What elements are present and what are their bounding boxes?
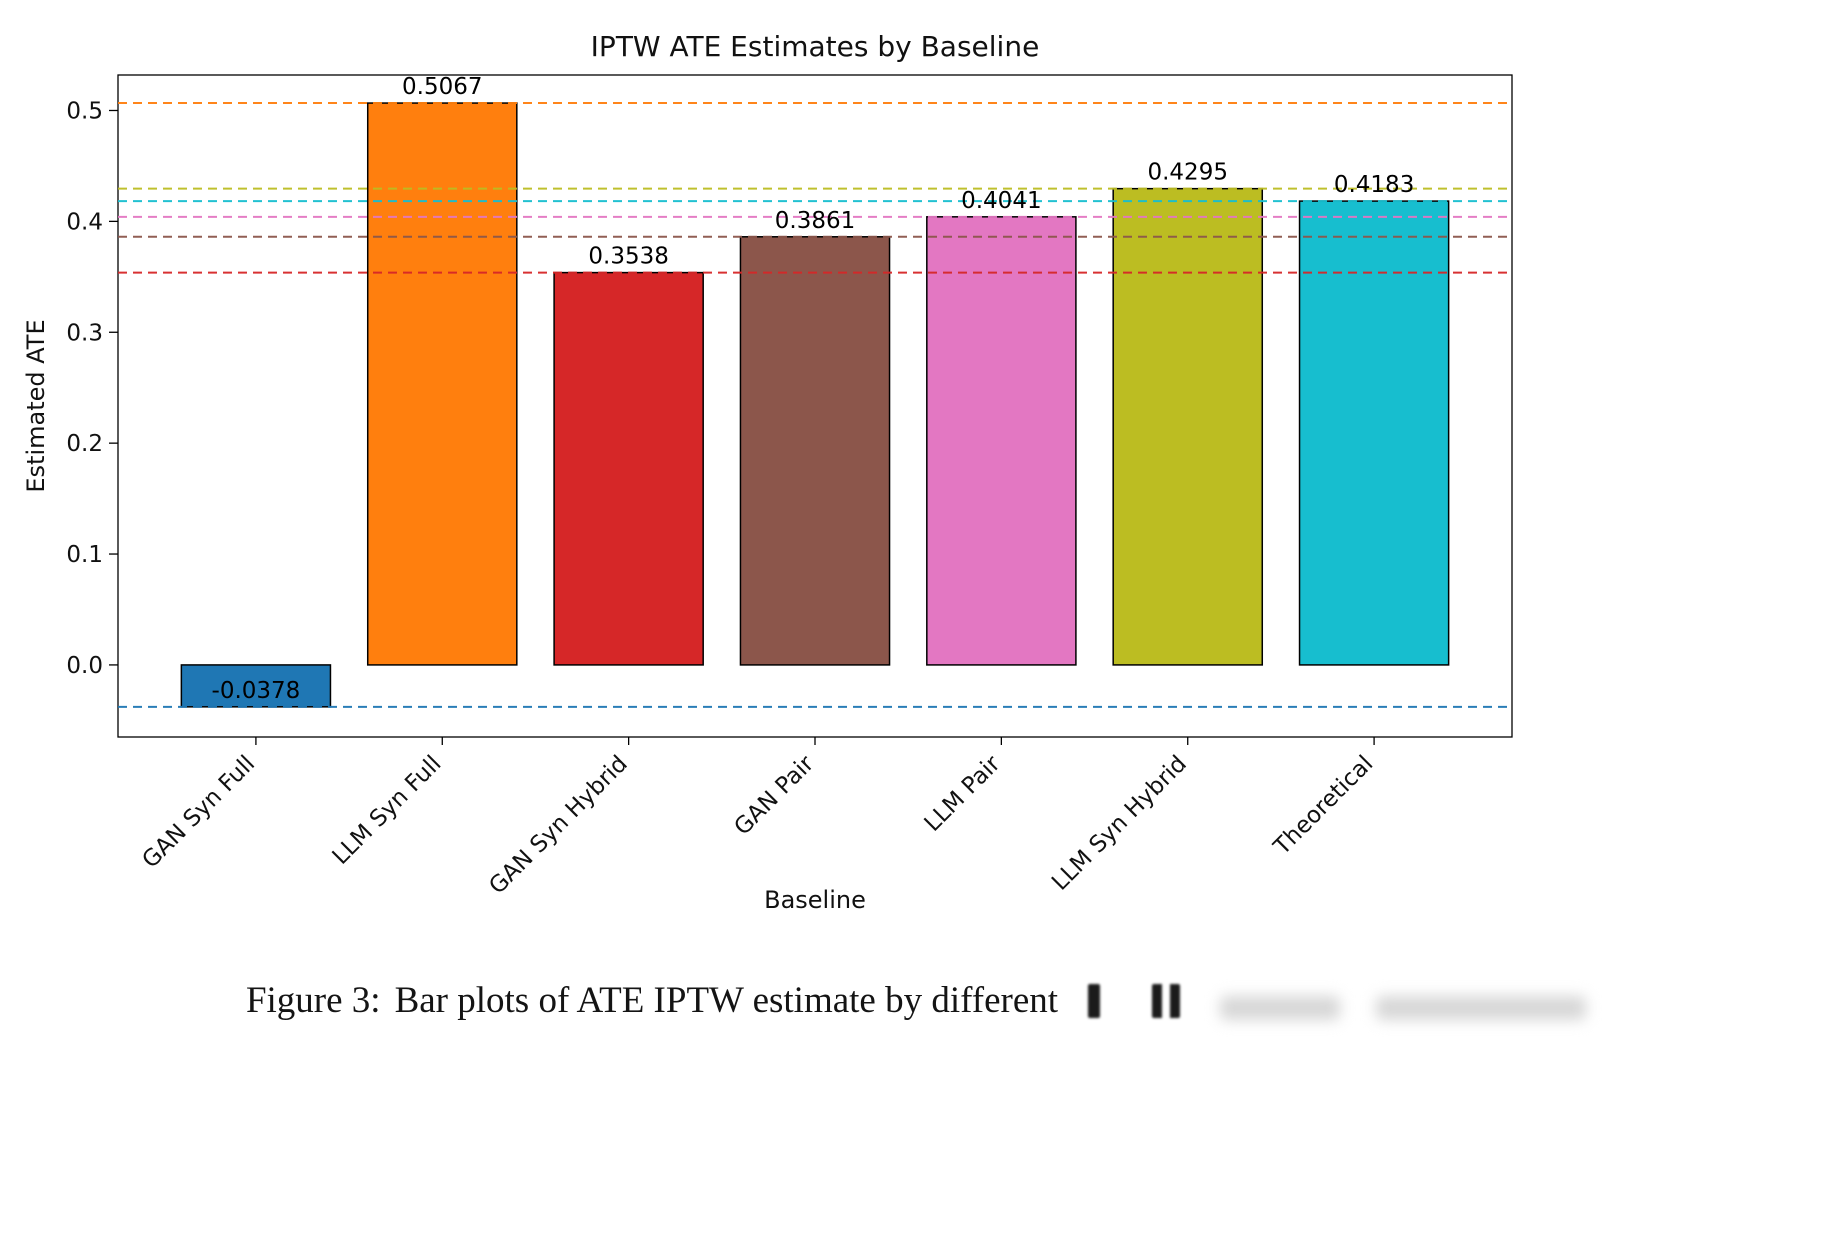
x-tick-label: GAN Pair (730, 750, 820, 840)
y-tick-label: 0.1 (66, 542, 103, 568)
figure-caption-label: Figure 3: (245, 980, 381, 1021)
bar-value-label: -0.0378 (212, 678, 301, 704)
y-tick-label: 0.0 (66, 653, 103, 679)
x-tick-label: GAN Syn Full (137, 751, 260, 874)
bar-value-label: 0.4041 (961, 188, 1041, 214)
bar-value-label: 0.3538 (588, 244, 668, 270)
x-tick-label: LLM Syn Hybrid (1047, 751, 1192, 896)
chart-title: IPTW ATE Estimates by Baseline (591, 30, 1040, 63)
bar-0 (180, 664, 332, 708)
redacted-text-smear (1220, 996, 1341, 1020)
redacted-text-smear (1376, 996, 1587, 1020)
y-axis-label: Estimated ATE (22, 319, 50, 492)
redacted-text-mark (1152, 984, 1181, 1018)
x-axis-label: Baseline (764, 886, 866, 914)
bar-1 (366, 102, 518, 666)
y-tick-label: 0.5 (66, 98, 103, 124)
bar-4 (926, 216, 1077, 666)
x-tick-label: GAN Syn Hybrid (484, 751, 633, 900)
bar-5 (1112, 187, 1264, 666)
y-tick-label: 0.3 (66, 320, 103, 346)
bar-value-label: 0.5067 (402, 74, 482, 100)
y-tick-label: 0.4 (66, 209, 103, 235)
figure-caption-text: Bar plots of ATE IPTW estimate by differ… (394, 980, 1059, 1021)
x-tick-label: LLM Pair (920, 750, 1006, 836)
bar-value-label: 0.3861 (775, 208, 855, 234)
ate-bar-chart: 0.0 0.1 0.2 0.3 0.4 0.5 GAN Syn Full LLM Syn Fu… (22, 30, 1513, 914)
figure-caption: Figure 3: Bar plots of ATE IPTW estimate… (0, 978, 1832, 1022)
redacted-text-mark (1088, 984, 1101, 1018)
bar-value-label: 0.4183 (1334, 172, 1414, 198)
x-tick-label: Theoretical (1268, 751, 1378, 861)
y-tick-label: 0.2 (66, 431, 103, 457)
x-tick-label: LLM Syn Full (328, 751, 447, 870)
bar-3 (739, 236, 891, 666)
bar-6 (1298, 200, 1450, 666)
figure-3-chart: 0.0 0.1 0.2 0.3 0.4 0.5 GAN Syn Full LLM Syn Fu… (22, 30, 1513, 914)
bar-2 (553, 271, 704, 666)
bar-value-label: 0.4295 (1147, 160, 1227, 186)
